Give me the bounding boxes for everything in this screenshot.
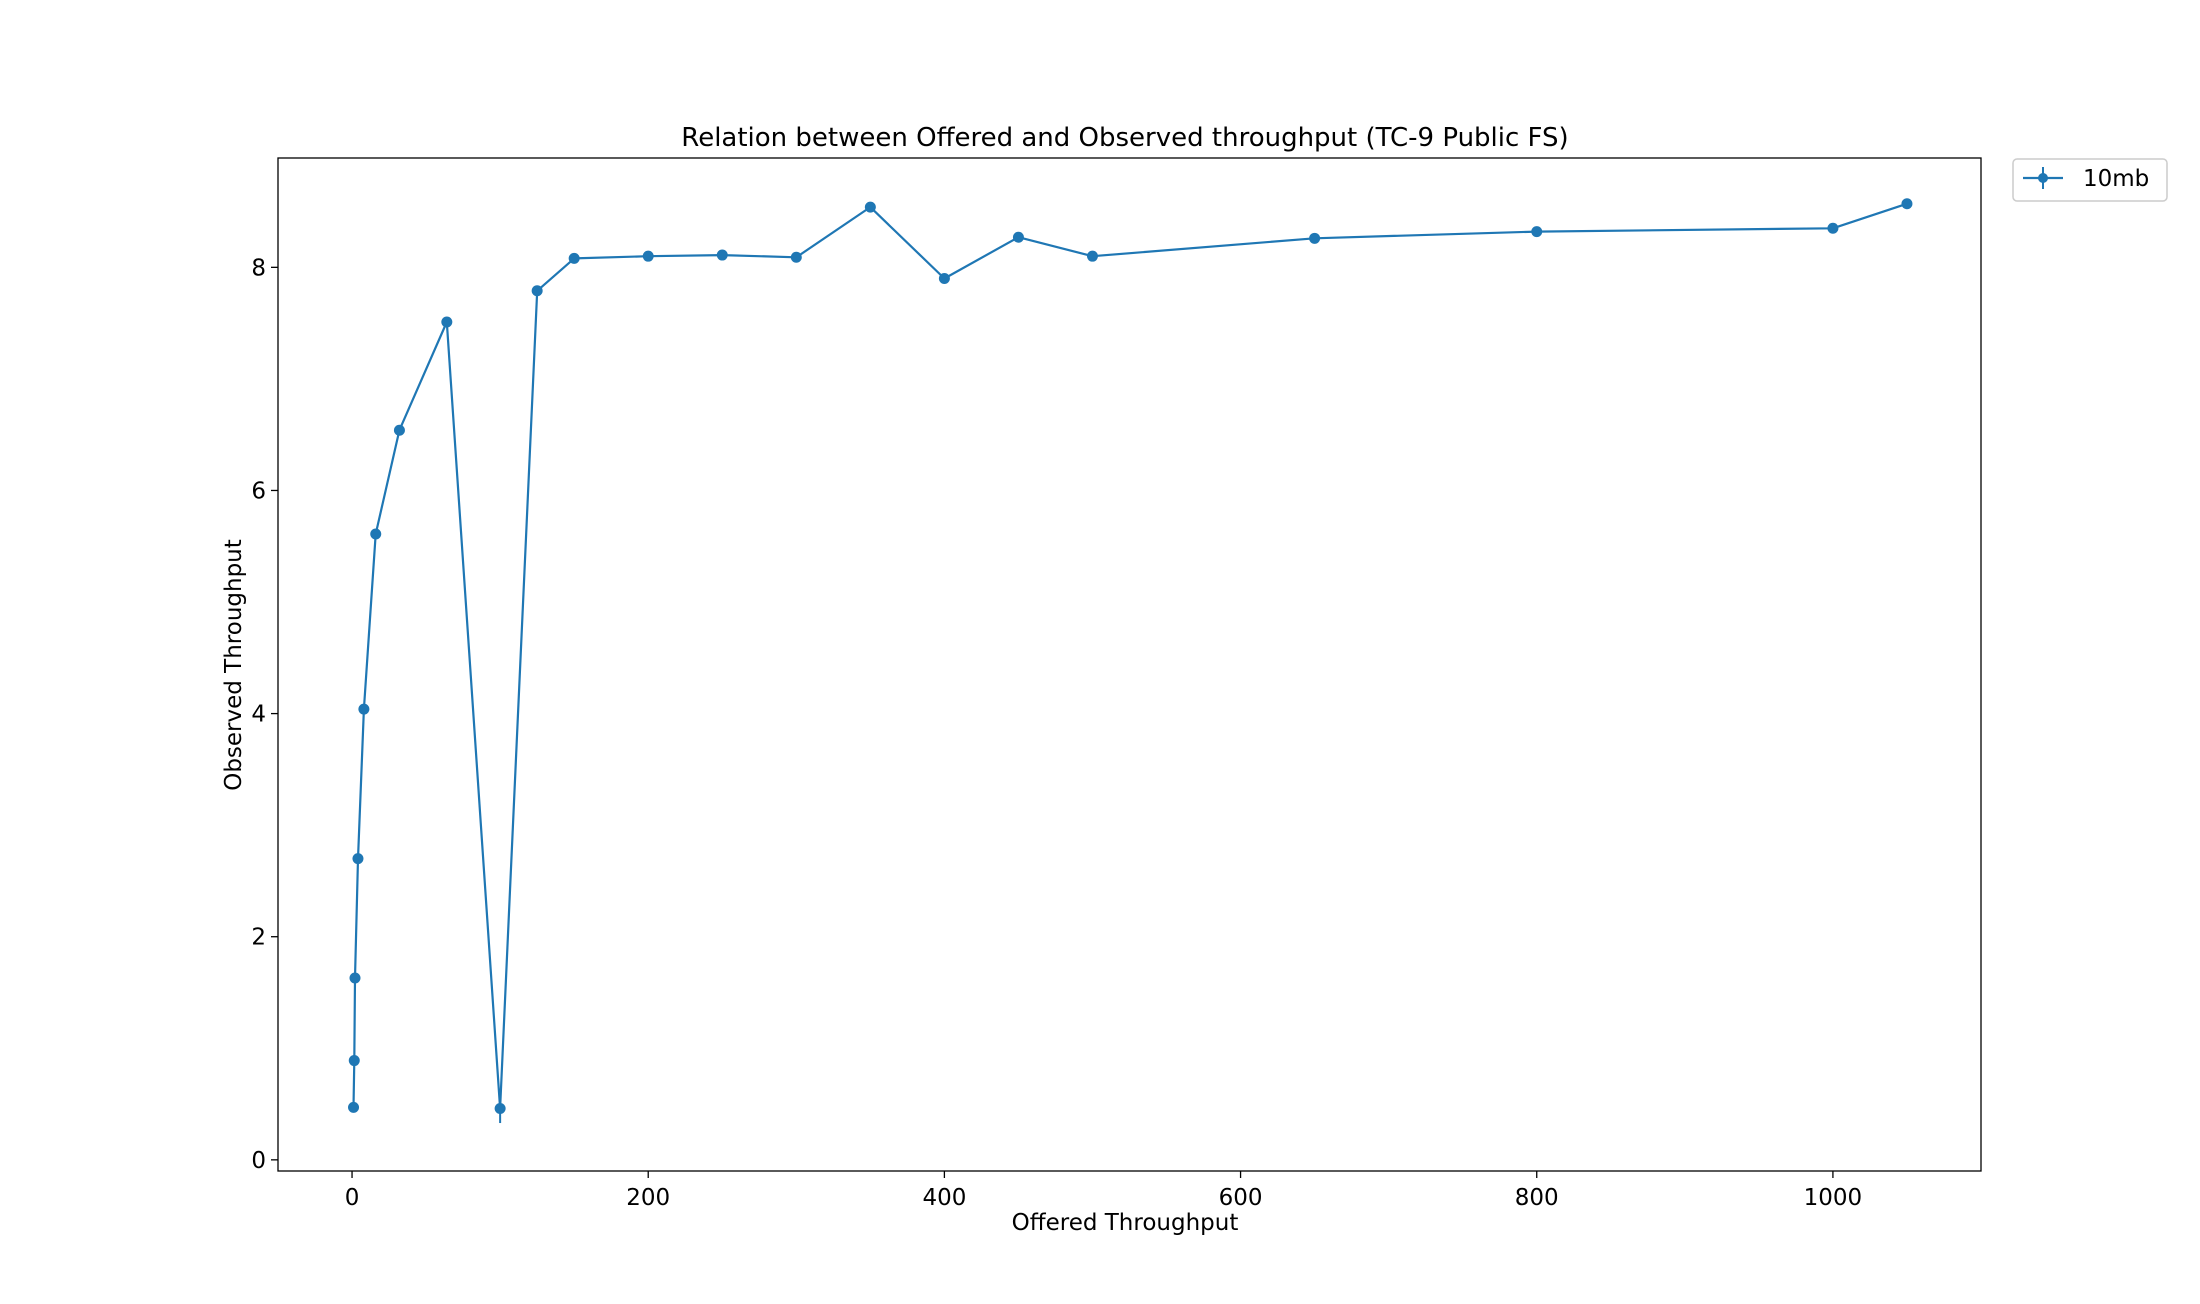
data-point[interactable]	[441, 316, 453, 328]
x-tick-label: 0	[345, 1185, 360, 1211]
legend-label: 10mb	[2083, 166, 2149, 192]
data-point[interactable]	[358, 703, 370, 715]
y-tick-label: 6	[251, 478, 266, 504]
data-point[interactable]	[864, 201, 876, 213]
y-axis-label: Observed Throughput	[221, 539, 247, 791]
data-point[interactable]	[349, 972, 361, 984]
y-tick-label: 8	[251, 255, 266, 281]
y-tick-label: 2	[251, 925, 266, 951]
plot-frame	[277, 157, 1982, 1172]
data-point[interactable]	[1309, 232, 1321, 244]
legend[interactable]: 10mb	[2012, 158, 2168, 202]
x-tick-label: 400	[922, 1185, 966, 1211]
x-tick-label: 200	[626, 1185, 670, 1211]
data-point[interactable]	[716, 249, 728, 261]
data-point[interactable]	[1012, 231, 1024, 243]
x-axis-label: Offered Throughput	[1012, 1210, 1239, 1236]
data-point[interactable]	[1827, 222, 1839, 234]
data-point[interactable]	[1901, 198, 1913, 210]
legend-marker	[2038, 173, 2048, 183]
data-point[interactable]	[790, 251, 802, 263]
data-point[interactable]	[642, 250, 654, 262]
x-tick-label: 800	[1515, 1185, 1559, 1211]
legend-frame	[2012, 158, 2168, 202]
data-point[interactable]	[1531, 226, 1543, 238]
data-point[interactable]	[352, 853, 364, 865]
y-tick-label: 0	[251, 1148, 266, 1174]
chart-title: Relation between Offered and Observed th…	[681, 123, 1568, 153]
data-point[interactable]	[393, 424, 405, 436]
data-point[interactable]	[938, 272, 950, 284]
y-tick-label: 4	[251, 702, 266, 728]
data-point[interactable]	[531, 285, 543, 297]
data-point[interactable]	[348, 1101, 360, 1113]
x-tick-label: 1000	[1804, 1185, 1863, 1211]
data-point[interactable]	[568, 252, 580, 264]
data-point[interactable]	[370, 528, 382, 540]
x-tick-label: 600	[1219, 1185, 1263, 1211]
data-point[interactable]	[348, 1055, 360, 1067]
data-point[interactable]	[494, 1103, 506, 1115]
data-point[interactable]	[1086, 250, 1098, 262]
series-line-10mb[interactable]	[352, 202, 1908, 1110]
plot-area: 0 200 400 600 800 1000 0 2 4 6 8	[251, 157, 1982, 1211]
